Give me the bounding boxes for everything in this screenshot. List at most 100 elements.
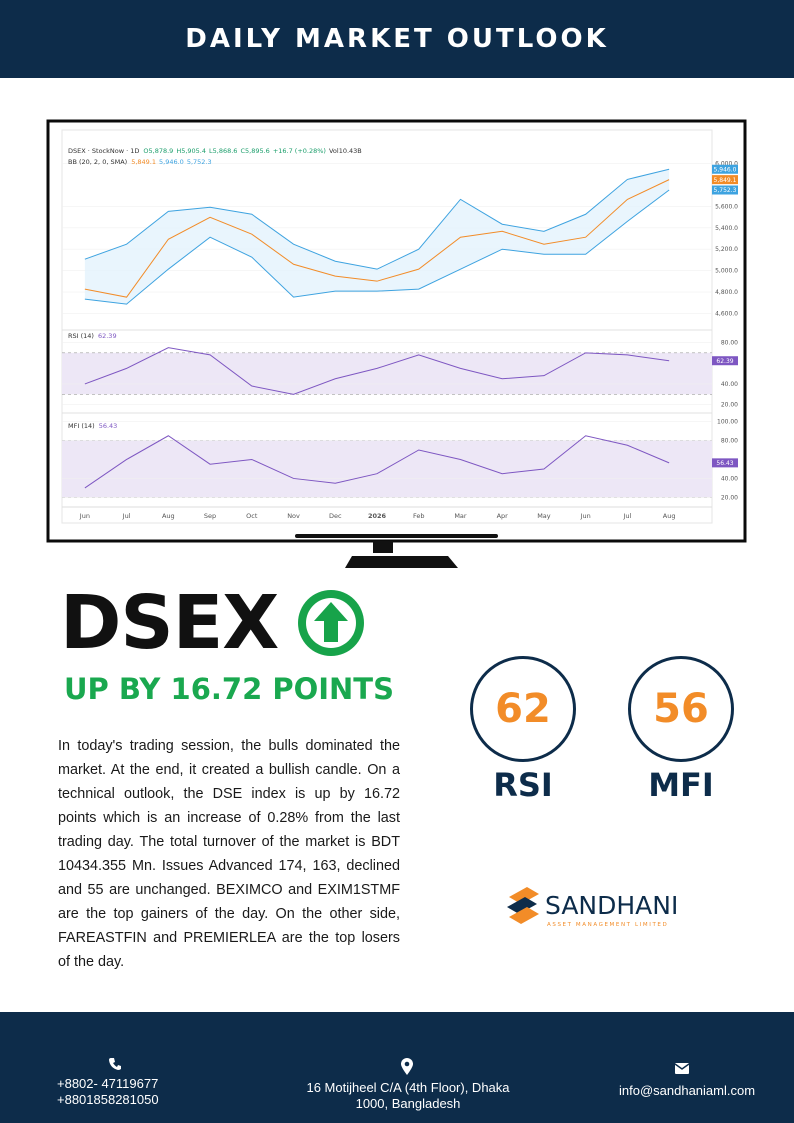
ohlc: O5,878.9 xyxy=(143,147,173,155)
y-tick-label: 20.00 xyxy=(721,494,738,501)
up-arrow-icon xyxy=(298,590,364,656)
last-value-label: 5,752.3 xyxy=(714,187,737,194)
index-change: UP BY 16.72 POINTS xyxy=(64,672,394,706)
logo-shape xyxy=(507,897,537,914)
phone-icon xyxy=(109,1058,121,1070)
page-title: DAILY MARKET OUTLOOK xyxy=(185,24,609,54)
last-value-label: 5,946.0 xyxy=(714,166,737,173)
rsi-circle: 62 xyxy=(470,656,576,762)
bb-legend: BB (20, 2, 0, SMA) 5,849.1 5,946.0 5,752.3 xyxy=(68,158,212,166)
monitor-bar xyxy=(295,534,498,538)
y-tick-label: 5,400.0 xyxy=(715,225,738,232)
brand-logo: SANDHANI ASSET MANAGEMENT LIMITED xyxy=(507,887,678,928)
x-tick-label: Apr xyxy=(497,512,509,520)
band-fill xyxy=(62,352,712,395)
last-value-tag xyxy=(712,356,738,366)
brand-tagline: ASSET MANAGEMENT LIMITED xyxy=(547,922,668,928)
x-tick-label: Nov xyxy=(287,512,300,520)
phone: +8802- 47119677 xyxy=(57,1076,159,1091)
summary: In today's trading session, the bulls do… xyxy=(58,738,400,970)
last-value-tag xyxy=(712,175,738,185)
series-line xyxy=(84,435,670,489)
mfi-legend: MFI (14) 56.43 xyxy=(68,422,117,430)
x-tick-label: Mar xyxy=(454,512,467,520)
rsi-legend: RSI (14) 62.39 xyxy=(68,332,117,340)
chart-legend: DSEX · StockNow · 1D O5,878.9 H5,905.4 L5,8… xyxy=(68,147,362,155)
logo-shape xyxy=(509,907,539,924)
series-line xyxy=(84,347,670,395)
index-name: DSEX xyxy=(60,580,279,666)
series-line xyxy=(84,189,670,305)
icon xyxy=(404,1061,410,1067)
mfi-title: MFI (14) xyxy=(68,422,95,430)
footer: +8802- 47119677 +8801858281050 16 Motijh… xyxy=(0,1012,794,1123)
ohlc: L5,868.6 xyxy=(209,147,237,155)
mfi-circle: 56 xyxy=(628,656,734,762)
plot xyxy=(62,163,712,508)
x-tick-label: Feb xyxy=(413,512,425,520)
address: 16 Motijheel C/A (4th Floor), Dhaka 1000… xyxy=(306,1080,510,1111)
x-tick-label: Jul xyxy=(122,512,131,520)
y-tick-label: 40.00 xyxy=(721,381,738,388)
y-tick-label: 6,000.0 xyxy=(715,160,738,167)
chart-title: DSEX · StockNow · 1D xyxy=(68,147,139,155)
x-tick-label: Aug xyxy=(663,512,676,520)
icon xyxy=(401,1058,413,1075)
y-tick-label: 100.00 xyxy=(717,419,738,426)
logo-shape xyxy=(509,887,539,904)
ohlc: C5,895.6 xyxy=(240,147,269,155)
y-tick-label: 80.00 xyxy=(721,438,738,445)
y-tick-label: 40.00 xyxy=(721,475,738,482)
band-fill xyxy=(62,440,712,498)
bb-value: 5,946.0 xyxy=(159,158,184,166)
x-tick-label: Jun xyxy=(580,512,591,520)
ohlc: +16.7 (+0.28%) xyxy=(273,147,326,155)
icon-arrow xyxy=(314,602,348,642)
brand-name: SANDHANI xyxy=(545,891,678,920)
ohlc: Vol10.43B xyxy=(329,147,362,155)
x-tick-label: 2026 xyxy=(368,512,387,520)
last-value-label: 56.43 xyxy=(716,460,733,467)
x-tick-label: Jun xyxy=(79,512,90,520)
x-tick-label: Aug xyxy=(162,512,175,520)
rsi-value: 62.39 xyxy=(98,332,117,340)
bb-title: BB (20, 2, 0, SMA) xyxy=(68,158,127,166)
x-tick-label: Dec xyxy=(329,512,342,520)
y-tick-label: 5,000.0 xyxy=(715,268,738,275)
last-value-tag xyxy=(712,164,738,174)
monitor-chart: DSEX · StockNow · 1D O5,878.9 H5,905.4 L5,8… xyxy=(46,119,747,568)
x-tick-label: May xyxy=(537,512,551,520)
y-tick-label: 80.00 xyxy=(721,339,738,346)
y-tick-label: 5,200.0 xyxy=(715,246,738,253)
header-bar: DAILY MARKET OUTLOOK xyxy=(0,0,794,78)
ohlc: H5,905.4 xyxy=(176,147,206,155)
mail-icon xyxy=(675,1063,689,1074)
y-tick-label: 4,600.0 xyxy=(715,311,738,318)
bb-fill xyxy=(84,169,670,305)
x-tick-label: Sep xyxy=(204,512,216,520)
rsi-title: RSI (14) xyxy=(68,332,94,340)
x-tick-label: Jul xyxy=(622,512,631,520)
location-icon xyxy=(401,1058,413,1075)
bb-value: 5,752.3 xyxy=(187,158,212,166)
y-tick-label: 5,600.0 xyxy=(715,203,738,210)
monitor-base xyxy=(345,556,458,568)
email: info@sandhaniaml.com xyxy=(619,1083,756,1098)
series-line xyxy=(84,168,670,270)
x-tick-label: Oct xyxy=(246,512,258,520)
phones: +8802- 47119677 +8801858281050 xyxy=(57,1076,159,1108)
series-line xyxy=(84,179,670,298)
rsi-label: RSI xyxy=(493,766,553,804)
last-value-tag xyxy=(712,185,738,195)
monitor-neck xyxy=(373,541,393,553)
phone: +8801858281050 xyxy=(57,1092,159,1107)
bb-value: 5,849.1 xyxy=(131,158,156,166)
mfi-label: MFI xyxy=(648,766,714,804)
y-tick-label: 20.00 xyxy=(721,402,738,409)
last-value-label: 62.39 xyxy=(716,358,733,365)
y-tick-label: 4,800.0 xyxy=(715,289,738,296)
last-value-label: 5,849.1 xyxy=(714,177,737,184)
mfi-value: 56.43 xyxy=(99,422,118,430)
last-value-tag xyxy=(712,458,738,468)
